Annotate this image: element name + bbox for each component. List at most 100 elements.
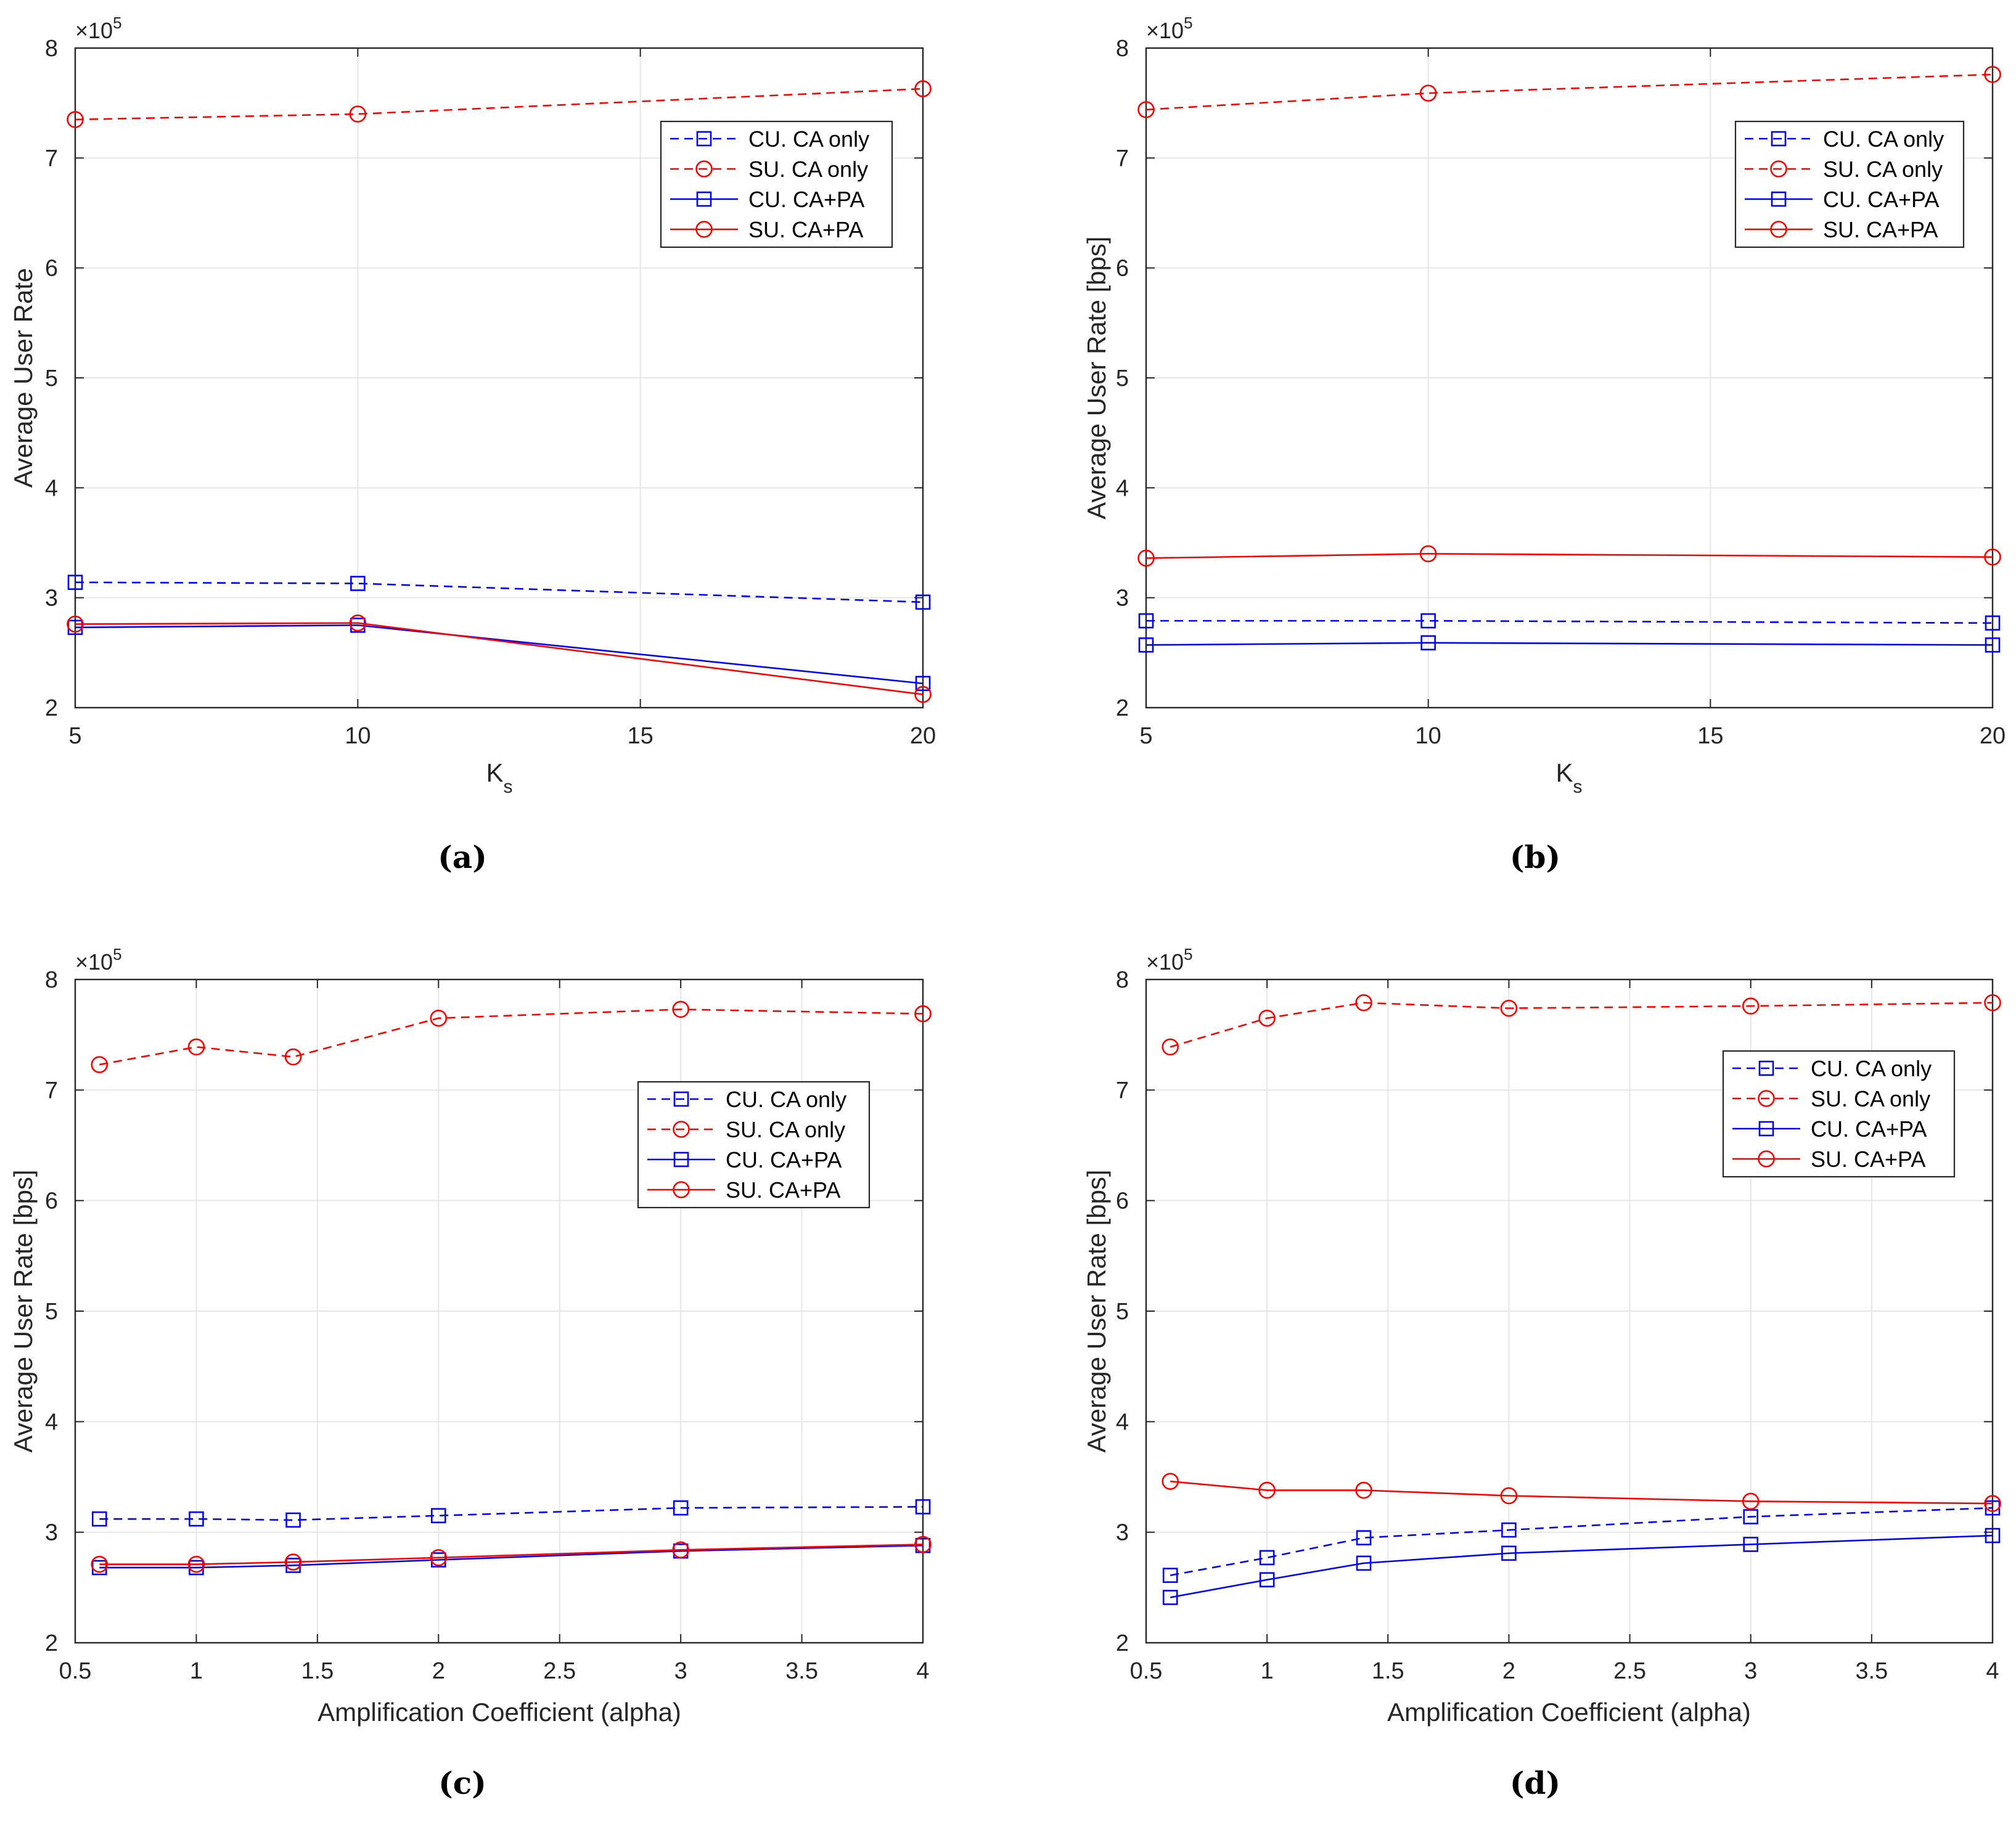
data-point <box>187 1038 205 1056</box>
legend-label: CU. CA only <box>1811 1056 1932 1081</box>
data-point <box>1162 1473 1179 1490</box>
y-tick-label: 2 <box>45 1630 58 1656</box>
panel-caption: (a) <box>438 839 487 875</box>
series-cu-ca-only <box>1162 1500 2001 1583</box>
data-point <box>67 111 84 128</box>
data-point <box>1419 84 1437 102</box>
data-point <box>350 576 366 591</box>
data-point <box>67 575 83 591</box>
legend: CU. CA only SU. CA only CU. CA+PA SU. CA+PA <box>660 120 893 248</box>
series-su-ca-pa <box>91 1536 932 1573</box>
series-line <box>75 624 924 685</box>
y-tick-label: 8 <box>1116 36 1129 62</box>
x-tick-label: 2.5 <box>543 1658 576 1684</box>
legend-marker <box>696 191 712 207</box>
legend-label: SU. CA+PA <box>1811 1147 1925 1172</box>
y-tick-label: 6 <box>1116 1188 1129 1214</box>
legend-marker <box>1771 131 1787 147</box>
legend-label: CU. CA+PA <box>748 187 864 212</box>
y-tick-label: 7 <box>45 1078 58 1103</box>
x-axis-label: Amplification Coefficient (alpha) <box>1387 1698 1751 1727</box>
x-tick-label: 1 <box>1261 1658 1274 1684</box>
y-tick-label: 4 <box>1116 1409 1129 1435</box>
data-point <box>430 1508 446 1524</box>
data-point <box>1137 549 1155 567</box>
data-point <box>1419 545 1437 563</box>
data-point <box>1984 994 2001 1012</box>
legend-label: CU. CA+PA <box>1823 187 1939 212</box>
chart-panel-3: 0.5 1 1.5 2 2.5 3 3.5 4 2 3 4 5 6 7 8 ×105 Amplification… <box>9 945 932 1801</box>
legend-box <box>1734 120 1965 248</box>
series-cu-ca-only <box>1138 613 2001 631</box>
y-axis-label: Average User Rate [bps] <box>1082 1169 1111 1452</box>
data-point <box>91 1555 109 1573</box>
data-point <box>430 1009 448 1027</box>
y-axis-label: Average User Rate <box>9 268 38 488</box>
data-point <box>1356 1530 1372 1545</box>
x-tick-label: 2 <box>1502 1658 1515 1684</box>
legend-marker <box>1771 191 1787 207</box>
y-tick-label: 7 <box>1116 145 1129 171</box>
legend-marker <box>673 1121 690 1138</box>
series-cu-ca-only <box>91 1499 931 1528</box>
series-line <box>99 1544 924 1569</box>
data-point <box>1258 1481 1276 1499</box>
x-tick-label: 15 <box>628 723 654 749</box>
y-exponent-label: ×105 <box>1146 945 1193 975</box>
y-tick-label: 2 <box>45 695 58 721</box>
legend-label: SU. CA+PA <box>726 1177 840 1203</box>
y-tick-label: 2 <box>1116 695 1129 721</box>
legend-label: CU. CA only <box>1823 126 1944 152</box>
series-line <box>1145 73 1993 111</box>
legend-label: SU. CA only <box>726 1117 845 1142</box>
data-point <box>284 1048 302 1066</box>
y-tick-label: 3 <box>45 586 58 611</box>
y-tick-label: 2 <box>1116 1630 1129 1656</box>
x-tick-label: 4 <box>916 1658 929 1684</box>
x-tick-label: 20 <box>1980 723 2006 749</box>
data-point <box>915 1499 931 1515</box>
y-axis-label: Average User Rate [bps] <box>9 1169 38 1452</box>
legend-marker <box>696 131 712 147</box>
data-point <box>1985 1527 2001 1544</box>
data-point <box>1138 637 1154 653</box>
data-point <box>914 685 932 703</box>
axes-box <box>1145 978 1994 1644</box>
x-axis-label: Ks <box>486 758 512 797</box>
legend-marker <box>1758 1090 1775 1107</box>
series-line <box>1145 642 1993 646</box>
series-line <box>1146 620 1993 624</box>
x-tick-label: 20 <box>910 723 936 749</box>
legend-marker <box>1770 221 1787 238</box>
legend-box <box>660 120 893 248</box>
data-point <box>914 1005 932 1023</box>
y-exponent-label: ×105 <box>75 14 122 43</box>
series-cu-ca-pa <box>1138 635 2001 653</box>
panel-caption: (c) <box>438 1765 486 1801</box>
legend-label: CU. CA+PA <box>1811 1116 1927 1142</box>
y-tick-label: 8 <box>45 36 58 62</box>
series-su-ca-pa <box>1137 545 2001 567</box>
y-tick-label: 5 <box>1116 366 1129 391</box>
y-axis-label: Average User Rate [bps] <box>1082 236 1111 519</box>
data-point <box>1137 101 1155 118</box>
data-point <box>189 1511 204 1527</box>
data-point <box>91 1511 107 1527</box>
legend-label: CU. CA+PA <box>726 1147 842 1172</box>
legend-label: SU. CA only <box>748 157 868 182</box>
data-point <box>915 676 931 692</box>
data-point <box>1501 1545 1517 1561</box>
legend-label: SU. CA+PA <box>1823 217 1938 242</box>
data-point <box>1743 1537 1759 1552</box>
legend-marker <box>673 1181 690 1198</box>
x-tick-label: 3.5 <box>785 1658 818 1684</box>
x-tick-label: 2 <box>432 1658 445 1684</box>
legend-label: SU. CA only <box>1823 157 1943 182</box>
data-point <box>1138 613 1154 629</box>
series-line <box>1170 1507 1993 1576</box>
x-tick-label: 10 <box>345 723 371 749</box>
axes-box <box>1145 47 1994 709</box>
series-line <box>1170 1480 1993 1505</box>
data-point <box>1356 1555 1372 1571</box>
